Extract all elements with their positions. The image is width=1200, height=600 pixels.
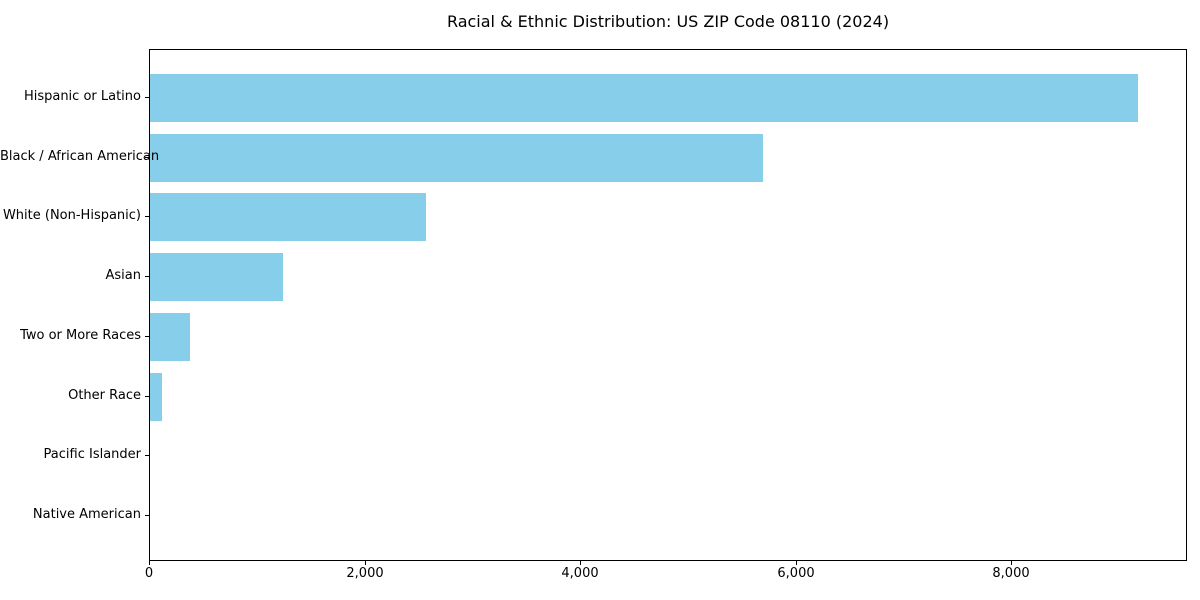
y-tick-mark xyxy=(145,455,149,457)
y-tick-mark xyxy=(145,97,149,98)
bar xyxy=(150,253,283,302)
y-tick-mark xyxy=(145,514,149,516)
y-tick-label: Black / African American xyxy=(0,148,160,164)
x-tick-label: 8,000 xyxy=(992,566,1030,581)
chart-title: Racial & Ethnic Distribution: US ZIP Cod… xyxy=(446,12,890,31)
y-tick-label: White (Non-Hispanic) xyxy=(2,208,141,224)
x-tick-mark xyxy=(796,561,797,565)
y-tick-mark xyxy=(145,335,149,337)
y-tick-label: Two or More Races xyxy=(20,327,141,343)
x-tick-label: 6,000 xyxy=(777,566,815,581)
y-tick-label: Pacific Islander xyxy=(43,447,141,463)
x-tick-label: 4,000 xyxy=(561,566,599,581)
bar xyxy=(150,312,190,361)
x-tick-mark xyxy=(1011,561,1012,565)
bar xyxy=(150,372,162,421)
y-tick-label: Native American xyxy=(32,506,141,522)
y-tick-label: Other Race xyxy=(68,387,141,403)
y-tick-mark xyxy=(145,216,149,218)
x-tick-mark xyxy=(365,561,366,565)
bar xyxy=(150,133,763,182)
x-tick-mark xyxy=(149,561,150,565)
plot-area xyxy=(149,49,1187,561)
x-tick-mark xyxy=(580,561,581,565)
x-tick-label: 2,000 xyxy=(346,566,384,581)
y-tick-mark xyxy=(145,395,149,397)
y-tick-mark xyxy=(145,276,149,278)
y-tick-mark xyxy=(145,156,149,158)
bar xyxy=(150,74,1138,122)
y-tick-label: Asian xyxy=(105,268,141,284)
bar xyxy=(150,193,426,242)
x-tick-label: 0 xyxy=(144,566,154,581)
y-tick-label: Hispanic or Latino xyxy=(23,89,141,104)
